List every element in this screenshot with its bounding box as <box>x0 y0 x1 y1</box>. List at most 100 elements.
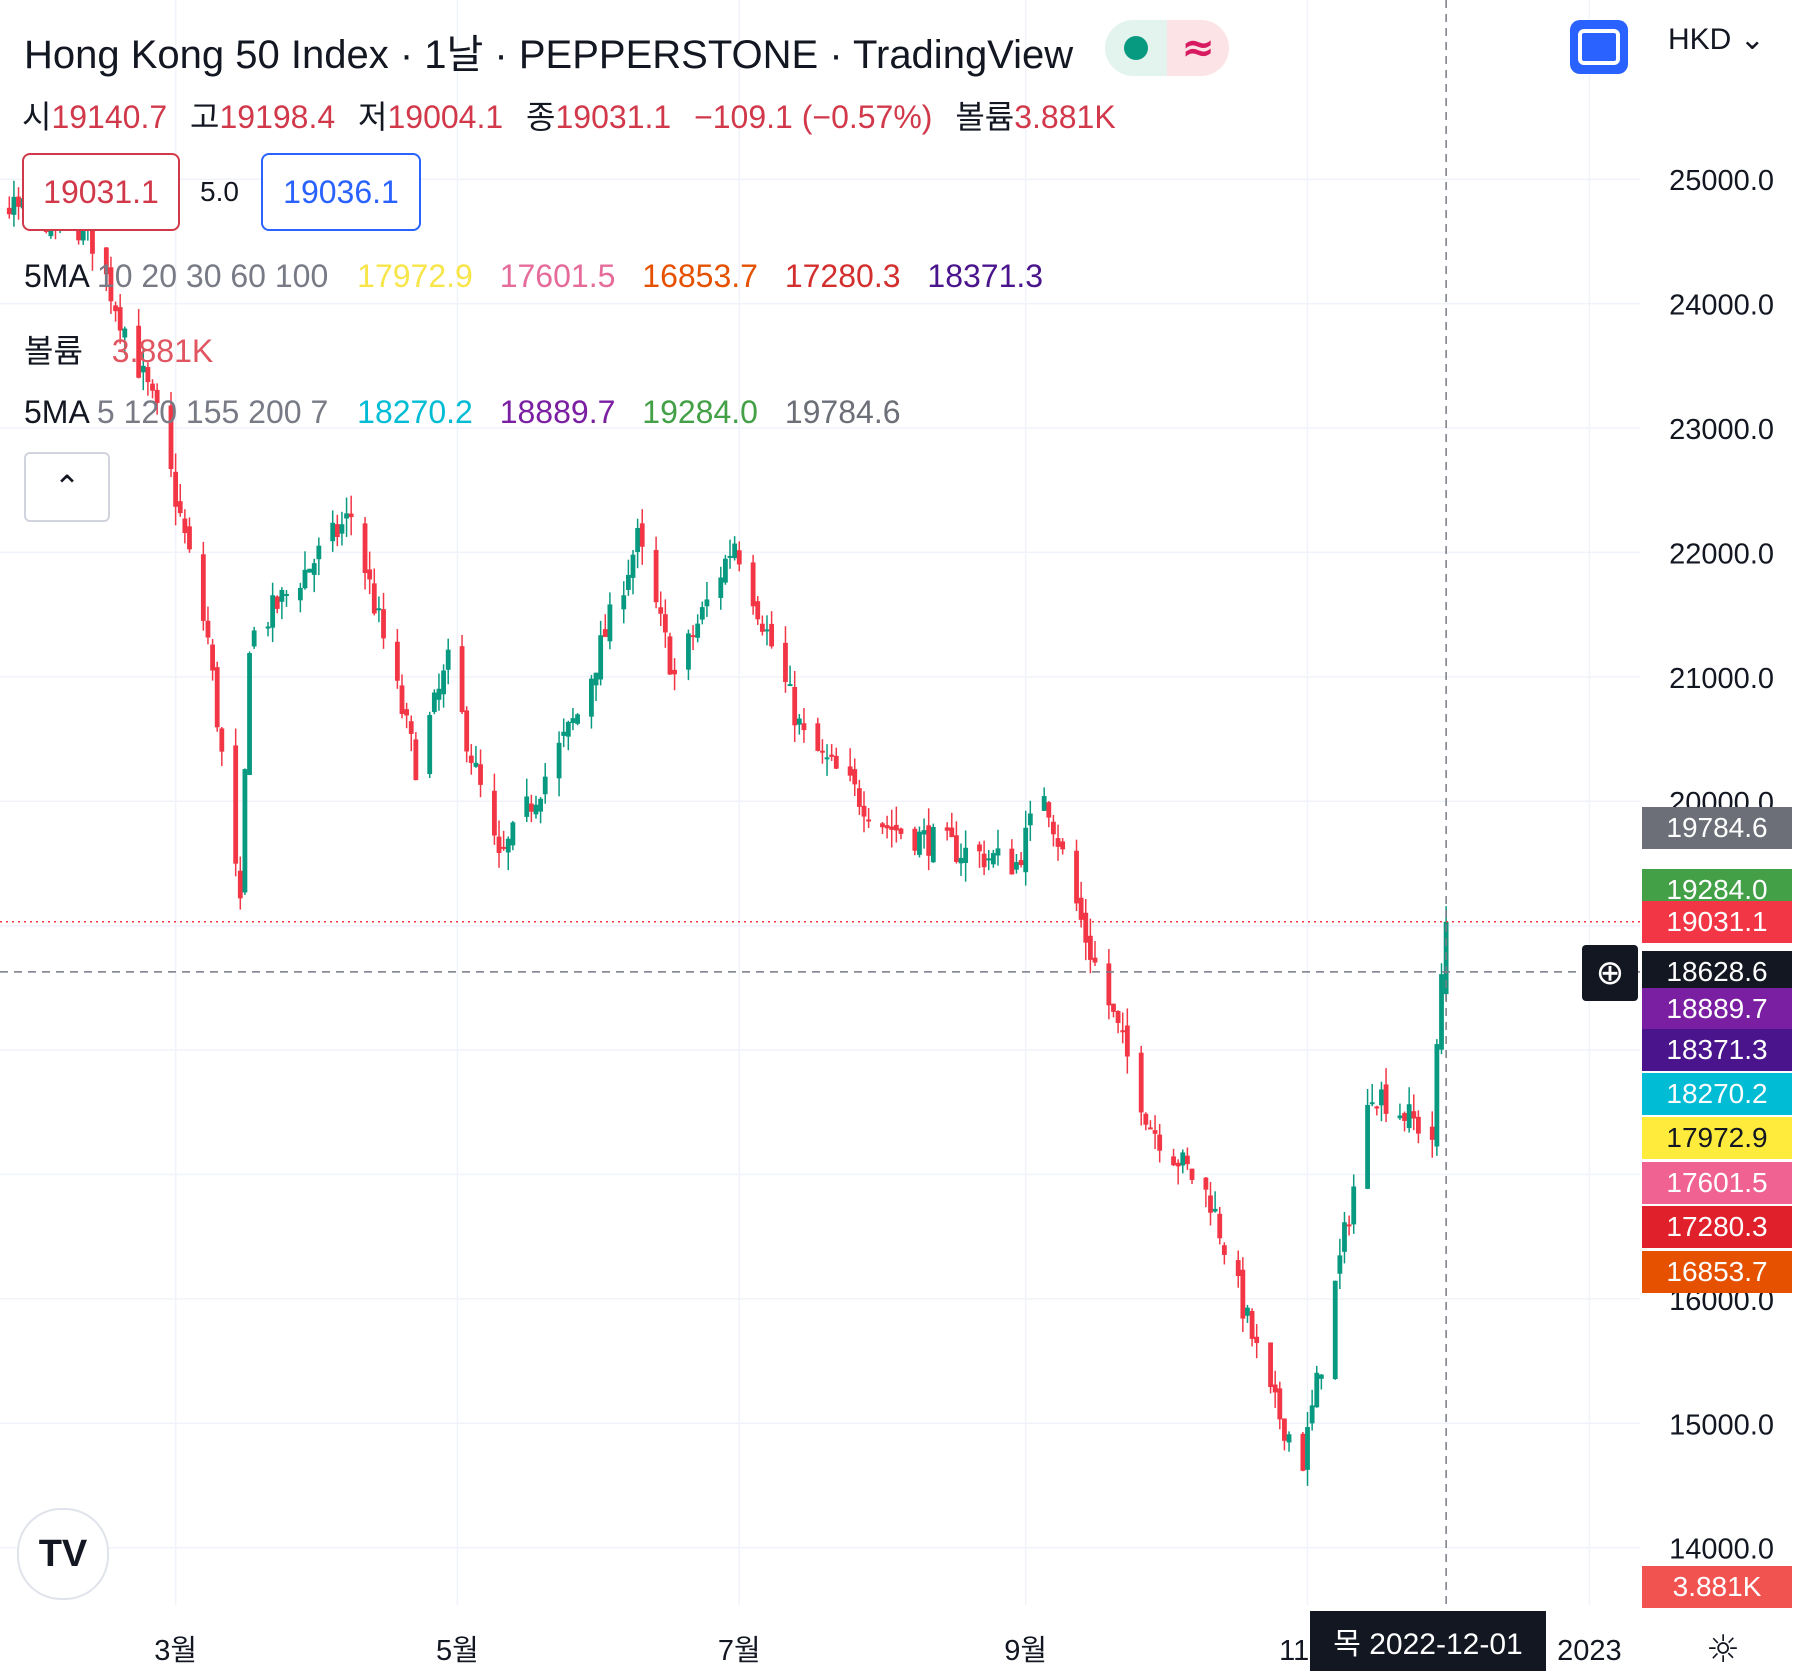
candle-body <box>371 583 377 614</box>
candle <box>265 621 271 637</box>
candle-body <box>270 595 276 628</box>
candle <box>1434 1039 1440 1156</box>
candle-body <box>76 224 81 241</box>
candle-body <box>464 710 470 752</box>
candle <box>542 763 548 804</box>
candle <box>1286 1431 1292 1452</box>
candle <box>1365 1088 1370 1190</box>
candle-body <box>307 568 312 573</box>
open-label: 시 <box>22 99 52 135</box>
candle-body <box>219 728 225 752</box>
legend-ma-group-1[interactable]: 5MA 10 20 30 60 100 17972.9 17601.5 1685… <box>24 258 1061 295</box>
candle-body <box>496 836 502 853</box>
candle-body <box>1014 862 1019 870</box>
legend-ma2-value-2: 18889.7 <box>499 394 616 430</box>
fullscreen-button[interactable] <box>1570 20 1628 74</box>
currency-select[interactable]: HKD ⌄ <box>1668 22 1765 57</box>
candle <box>113 301 118 322</box>
candle-body <box>1365 1104 1370 1189</box>
candle <box>639 509 645 565</box>
candle-body <box>949 827 955 838</box>
candle <box>381 592 386 649</box>
legend-volume[interactable]: 볼륨 3.881K <box>24 326 231 372</box>
candle-body <box>986 858 992 861</box>
candle <box>1221 1242 1227 1265</box>
candle-body <box>1272 1384 1278 1393</box>
candle-body <box>1434 1044 1440 1147</box>
legend-ma1-value-4: 17280.3 <box>784 258 901 294</box>
candle <box>284 590 289 607</box>
candle-body <box>861 805 867 817</box>
candle-body <box>478 764 483 785</box>
candle <box>625 559 631 596</box>
open-value: 19140.7 <box>51 99 168 135</box>
candle-body <box>524 796 530 817</box>
legend-collapse-button[interactable]: ⌃ <box>24 452 110 522</box>
candle-body <box>214 667 220 728</box>
candle <box>1018 851 1024 868</box>
candle-body <box>963 847 969 864</box>
candle-body <box>11 196 17 215</box>
candle-body <box>889 826 895 830</box>
candle <box>1249 1308 1255 1347</box>
price-axis[interactable]: 25000.024000.023000.022000.021000.020000… <box>1669 165 1774 1566</box>
fullscreen-icon <box>1578 29 1620 65</box>
candle-body <box>1189 1168 1195 1180</box>
candle-body <box>316 545 322 560</box>
candle <box>307 568 312 573</box>
candle <box>1157 1123 1163 1163</box>
candle-body <box>977 844 982 852</box>
candle-body <box>538 798 543 812</box>
candle-body <box>1111 1003 1116 1012</box>
candle-body <box>667 636 673 675</box>
candle <box>270 582 276 643</box>
candle-body <box>958 857 964 864</box>
candle-body <box>658 607 664 614</box>
buy-button[interactable]: 19036.1 <box>261 153 421 231</box>
market-status-pill[interactable]: ≈ <box>1105 20 1229 76</box>
candle <box>1439 963 1444 1055</box>
candle <box>533 795 539 819</box>
candle <box>1245 1304 1250 1323</box>
candle <box>1111 1003 1116 1018</box>
candle <box>986 850 992 871</box>
candle <box>1429 1111 1435 1158</box>
candle <box>1208 1181 1213 1226</box>
candle-body <box>413 739 419 781</box>
sell-button[interactable]: 19031.1 <box>22 153 180 231</box>
candle <box>898 827 904 840</box>
chevron-down-icon: ⌄ <box>1739 23 1765 56</box>
legend-ma-group-2[interactable]: 5MA 5 120 155 200 7 18270.2 18889.7 1928… <box>24 394 919 431</box>
candle <box>635 518 641 569</box>
candle-body <box>311 563 317 575</box>
candle-body <box>404 709 410 716</box>
candle-body <box>182 518 188 534</box>
candle <box>570 708 576 731</box>
candle <box>820 739 825 764</box>
tradingview-logo-icon[interactable]: TV <box>17 1508 109 1600</box>
candle-body <box>367 569 373 580</box>
candle <box>575 713 580 726</box>
candle-body <box>103 247 109 275</box>
candle <box>11 180 17 227</box>
candle <box>528 794 534 823</box>
candle-body <box>459 646 465 713</box>
candle <box>833 747 839 770</box>
candle-body <box>621 595 627 610</box>
candle-body <box>6 207 12 215</box>
candle-body <box>90 216 95 254</box>
time-tick-label: 9월 <box>1004 1634 1047 1667</box>
settings-gear-icon[interactable]: ☼ <box>1706 1627 1741 1671</box>
volume-label: 볼륨 <box>955 99 1015 135</box>
time-tick-label: 7월 <box>718 1634 761 1667</box>
legend-ma1-value-5: 18371.3 <box>927 258 1044 294</box>
candle <box>242 768 248 895</box>
add-alert-plus-icon[interactable]: ⊕ <box>1582 945 1638 1001</box>
candle <box>108 256 114 314</box>
candle <box>829 744 835 761</box>
candle <box>408 715 414 752</box>
candle-body <box>362 523 368 574</box>
candle-body <box>339 524 345 534</box>
change-value: −109.1 (−0.57%) <box>694 99 933 135</box>
